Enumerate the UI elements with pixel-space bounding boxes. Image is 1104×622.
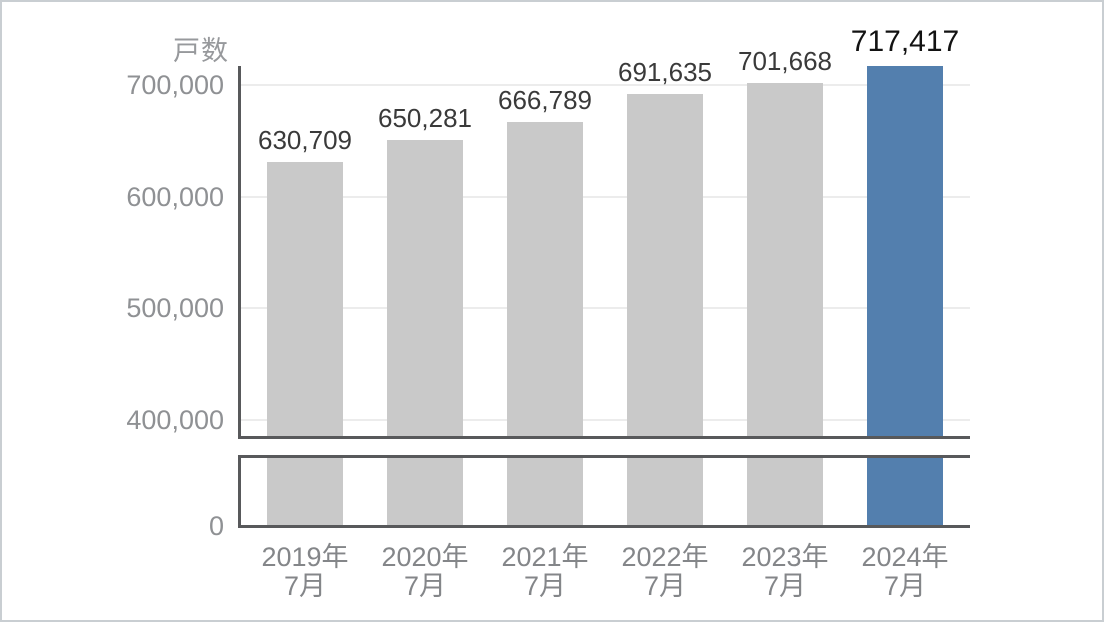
x-tick-label-line: 7月	[283, 571, 327, 601]
bar-2023年7月-lower	[747, 458, 823, 525]
x-tick-label-line: 7月	[523, 571, 567, 601]
bar-2020年7月-lower	[387, 458, 463, 525]
y-tick-label-400000: 400,000	[126, 405, 224, 435]
y-axis-line	[238, 66, 241, 439]
y-axis-title: 戸数	[173, 36, 229, 66]
x-tick-label-line: 7月	[763, 571, 807, 601]
x-tick-label: 2021年 7月	[455, 543, 635, 601]
bar-value-label: 666,789	[498, 85, 592, 115]
bar-2022年7月-lower	[627, 458, 703, 525]
gridline-500000	[240, 307, 970, 309]
x-tick-label-line: 7月	[403, 571, 447, 601]
bar-2021年7月-upper	[507, 122, 583, 436]
y-axis-line-break	[238, 455, 241, 528]
bar-value-label: 630,709	[258, 125, 352, 155]
x-tick-label-line: 2023年	[741, 542, 829, 572]
y-tick-label-0: 0	[208, 511, 224, 541]
x-tick-label-line: 2019年	[261, 542, 349, 572]
x-tick-label-line: 7月	[883, 571, 927, 601]
bar-2019年7月-upper	[267, 162, 343, 436]
y-tick-label-700000: 700,000	[126, 70, 224, 100]
bar-2024年7月-lower	[867, 458, 943, 525]
y-tick-label-500000: 500,000	[126, 293, 224, 323]
x-tick-label-line: 2020年	[381, 542, 469, 572]
x-tick-label-line: 2024年	[861, 542, 949, 572]
gridline-700000	[240, 84, 970, 86]
bar-2023年7月-upper	[747, 83, 823, 436]
bar-2022年7月-upper	[627, 94, 703, 436]
bar-value-label: 650,281	[378, 103, 472, 133]
break-strip-top-line	[238, 455, 970, 458]
x-tick-label-line: 2022年	[621, 542, 709, 572]
x-tick-label: 2022年 7月	[575, 543, 755, 601]
bar-value-label: 717,417	[850, 25, 960, 58]
break-strip-bottom-line	[238, 525, 970, 528]
x-tick-label-line: 7月	[643, 571, 687, 601]
bar-2024年7月-upper	[867, 66, 943, 436]
bar-2021年7月-lower	[507, 458, 583, 525]
bar-2019年7月-lower	[267, 458, 343, 525]
gridline-400000	[240, 418, 970, 421]
x-tick-label: 2020年 7月	[335, 543, 515, 601]
x-tick-label: 2024年 7月	[815, 543, 995, 601]
y-tick-label-600000: 600,000	[126, 182, 224, 212]
main-panel-bottom-line	[238, 436, 970, 439]
gridline-600000	[240, 195, 970, 198]
x-tick-label: 2019年 7月	[215, 543, 395, 601]
bar-2020年7月-upper	[387, 140, 463, 436]
x-tick-label-line: 2021年	[501, 542, 589, 572]
bar-value-label: 691,635	[618, 57, 712, 87]
x-tick-label: 2023年 7月	[695, 543, 875, 601]
bar-value-label: 701,668	[738, 46, 832, 76]
